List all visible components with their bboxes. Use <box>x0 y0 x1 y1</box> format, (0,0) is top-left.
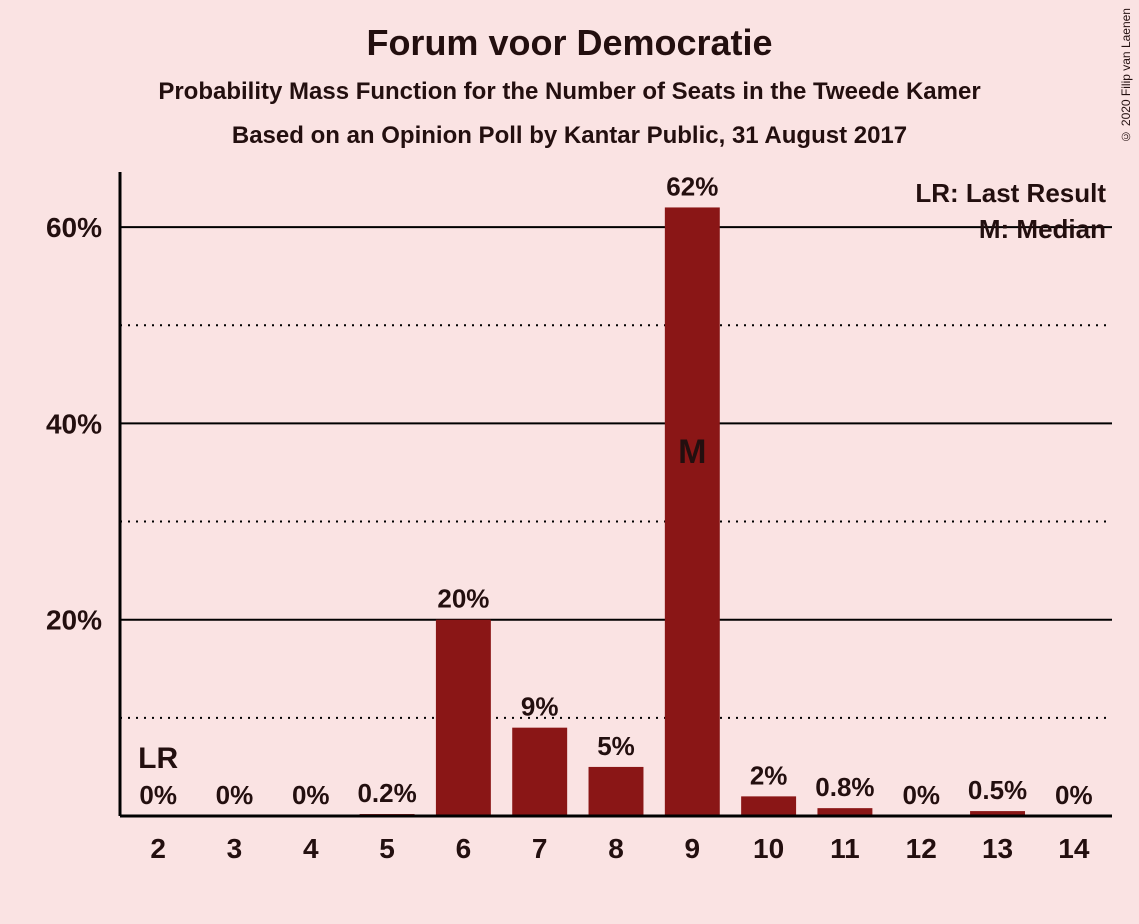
lr-marker: LR <box>138 742 178 775</box>
x-tick-label: 7 <box>532 833 548 864</box>
bar-value-label: 62% <box>666 171 718 201</box>
bar-value-label: 0% <box>139 780 177 810</box>
bar-value-label: 0% <box>1055 780 1093 810</box>
bar-value-label: 0.8% <box>815 772 874 802</box>
bar-value-label: 0% <box>216 780 254 810</box>
x-tick-label: 14 <box>1058 833 1090 864</box>
x-tick-label: 10 <box>753 833 784 864</box>
x-tick-label: 4 <box>303 833 319 864</box>
bar <box>436 620 491 816</box>
y-tick-label: 20% <box>46 605 102 636</box>
x-tick-label: 9 <box>685 833 701 864</box>
bar-value-label: 0% <box>292 780 330 810</box>
x-tick-label: 6 <box>456 833 472 864</box>
legend-lr: LR: Last Result <box>915 178 1106 208</box>
x-tick-label: 3 <box>227 833 243 864</box>
median-marker: M <box>678 433 706 471</box>
x-tick-label: 5 <box>379 833 395 864</box>
bar <box>512 728 567 816</box>
bar <box>665 207 720 816</box>
bar <box>741 796 796 816</box>
x-tick-label: 8 <box>608 833 624 864</box>
x-tick-label: 12 <box>906 833 937 864</box>
bar-value-label: 0.2% <box>357 778 416 808</box>
x-tick-label: 2 <box>150 833 166 864</box>
bar-value-label: 9% <box>521 692 559 722</box>
pmf-bar-chart: 20%40%60%0%20%30%40.2%520%69%75%862%92%1… <box>0 0 1139 924</box>
bar-value-label: 5% <box>597 731 635 761</box>
bar-value-label: 0% <box>902 780 940 810</box>
x-tick-label: 11 <box>830 833 860 864</box>
y-tick-label: 60% <box>46 212 102 243</box>
bar <box>589 767 644 816</box>
legend-m: M: Median <box>979 214 1106 244</box>
bar-value-label: 0.5% <box>968 775 1027 805</box>
y-tick-label: 40% <box>46 408 102 439</box>
bar-value-label: 2% <box>750 760 788 790</box>
bar-value-label: 20% <box>437 584 489 614</box>
x-tick-label: 13 <box>982 833 1013 864</box>
